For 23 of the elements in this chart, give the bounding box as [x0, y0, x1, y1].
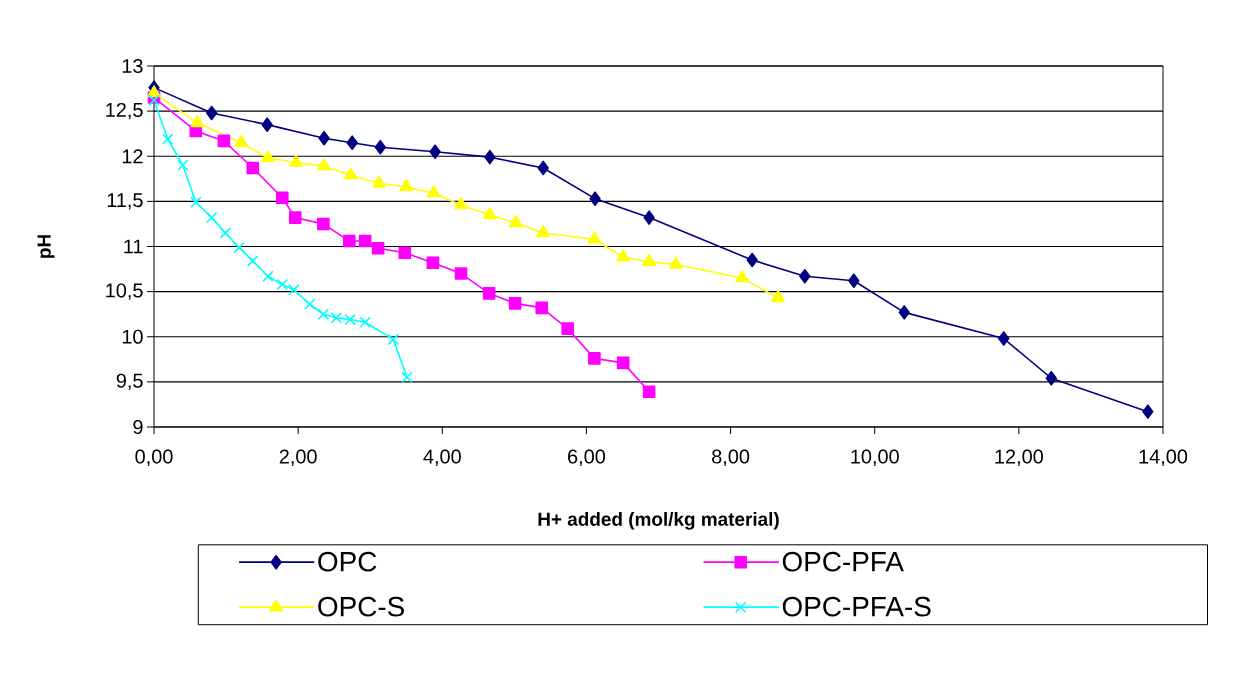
y-tick-label: 9,5 [116, 373, 143, 391]
x-tick-label: 2,00 [279, 449, 317, 466]
y-tick-label: 10 [122, 329, 143, 344]
legend-label: OPC [318, 551, 377, 572]
x-tick-label: 0,00 [135, 449, 173, 466]
x-tick-label: 14,00 [1139, 449, 1188, 466]
y-tick-label: 12 [122, 149, 143, 164]
y-tick-label: 13 [122, 58, 143, 74]
x-axis-title: H+ added (mol/kg material) [538, 511, 779, 530]
y-tick-label: 10,5 [106, 283, 143, 300]
x-tick-label: 10,00 [851, 449, 899, 466]
y-tick-label: 11,5 [107, 193, 143, 210]
x-tick-label: 12,00 [995, 449, 1043, 466]
y-tick-label: 9 [133, 419, 143, 435]
y-tick-label: 11 [124, 239, 143, 254]
x-tick-label: 6,00 [568, 449, 606, 466]
x-tick-label: 8,00 [712, 449, 750, 466]
legend-label: OPC-S [318, 596, 404, 617]
y-axis-title: pH [37, 235, 55, 258]
legend-label: OPC-PFA [782, 551, 904, 572]
x-tick-label: 4,00 [423, 449, 461, 466]
legend-label: OPC-PFA-S [782, 596, 931, 617]
y-tick-label: 12,5 [106, 102, 143, 120]
